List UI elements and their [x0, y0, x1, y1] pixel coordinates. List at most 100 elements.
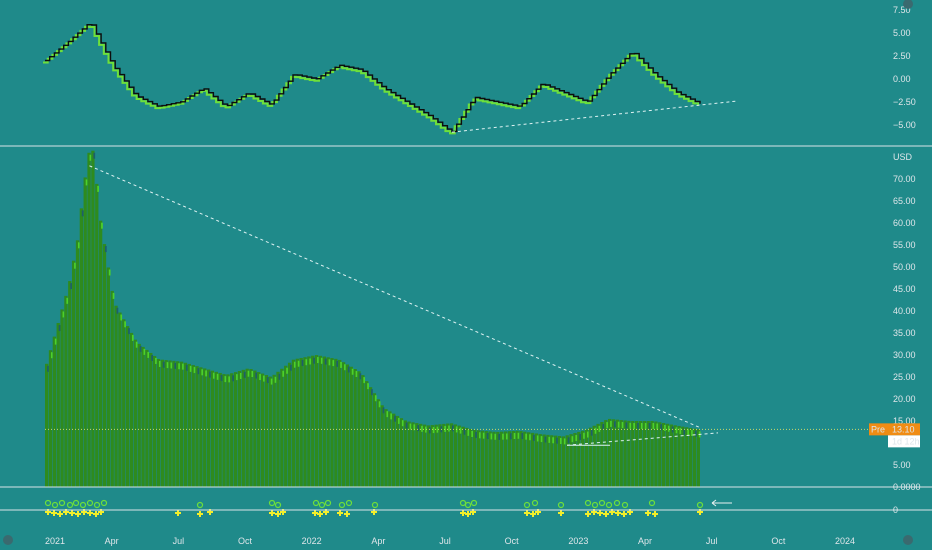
price-bar [334, 358, 338, 487]
price-bar [608, 418, 612, 487]
price-bar-cap [243, 371, 246, 378]
date-tick-label: 2022 [302, 536, 322, 546]
price-bar-cap [324, 358, 327, 365]
price-bar [137, 343, 141, 487]
price-bar-cap [656, 423, 659, 430]
price-bar [403, 420, 407, 487]
price-bar-cap [583, 432, 585, 439]
buy-signal-marker [86, 499, 94, 507]
oscillator-main-line [45, 24, 701, 133]
price-bar-cap [540, 436, 543, 443]
price-bar-cap [131, 334, 134, 341]
buy-signal-marker [100, 499, 108, 507]
price-bar-cap [104, 246, 107, 253]
buy-signal-marker [72, 499, 80, 507]
price-bar [357, 371, 361, 487]
price-bar [361, 375, 365, 487]
price-bar [52, 336, 56, 487]
oscillator-tick-label: 0.00 [893, 74, 911, 84]
price-bar [160, 359, 164, 487]
price-bar [392, 413, 396, 487]
price-bar [399, 418, 404, 487]
auto-scale-icon [903, 535, 913, 545]
price-bar [341, 362, 346, 487]
price-bar [272, 374, 276, 487]
price-bar [407, 421, 411, 487]
price-bar-cap [58, 325, 61, 332]
price-bar-cap [212, 372, 215, 379]
sell-signal-marker [275, 511, 281, 517]
price-bar [326, 357, 330, 487]
price-bar-cap [143, 348, 146, 355]
price-bar-cap [178, 363, 180, 370]
pre-market-tag [869, 423, 888, 436]
price-bar-cap [239, 372, 242, 379]
price-bar [584, 429, 589, 487]
price-bar-cap [382, 407, 385, 414]
oscillator-tick-label: 2.50 [893, 51, 911, 61]
sell-signal-marker [317, 511, 323, 517]
price-bar [268, 376, 272, 487]
price-bar [530, 432, 535, 487]
price-bar [446, 423, 450, 487]
countdown-tag [888, 435, 920, 448]
price-bar [195, 366, 199, 487]
price-bar-cap [282, 370, 285, 377]
price-bar-cap [317, 357, 319, 364]
price-bar [218, 372, 222, 487]
price-bar-cap [209, 371, 211, 378]
price-bar-cap [586, 431, 589, 438]
sell-signal-marker [344, 511, 350, 517]
price-bar-cap [216, 373, 219, 380]
price-bar-cap [309, 358, 312, 365]
price-bar-cap [625, 422, 628, 429]
price-bar [64, 295, 68, 487]
price-bar-cap [247, 370, 250, 377]
price-bar-cap [166, 362, 169, 369]
price-bar [338, 359, 342, 487]
price-bar [542, 434, 546, 487]
countdown-label: 1d 12h [892, 436, 920, 446]
date-tick-label: Apr [371, 536, 385, 546]
sell-signal-marker [269, 510, 275, 516]
price-bar [461, 426, 465, 487]
price-bar-cap [182, 363, 184, 370]
price-bar [519, 431, 523, 487]
price-bar-cap [691, 430, 693, 436]
price-bar [650, 421, 654, 487]
price-bar [515, 430, 519, 487]
price-tick-label: 35.00 [893, 328, 916, 338]
price-bar [592, 425, 596, 487]
price-bar [314, 355, 319, 487]
price-bar [411, 422, 415, 487]
price-bar-cap [421, 425, 423, 432]
price-bar-cap [293, 361, 296, 368]
price-bar-cap [70, 283, 72, 290]
sell-signal-marker [69, 510, 75, 516]
price-bar-cap [694, 430, 697, 437]
marker-tick-label: 0 [893, 505, 898, 515]
price-bar-cap [675, 427, 678, 434]
price-bar-cap [263, 375, 265, 382]
current-price-label: 13.10 [892, 424, 915, 434]
price-bar [233, 372, 238, 487]
price-bar [191, 365, 195, 487]
buy-signal-marker [324, 499, 332, 507]
price-bar [349, 366, 353, 487]
price-bar [264, 375, 269, 487]
price-bar [330, 358, 334, 487]
price-bar-cap [444, 425, 447, 432]
price-tick-label: 45.00 [893, 284, 916, 294]
price-bar-cap [459, 427, 462, 434]
buy-signal-marker [613, 499, 621, 507]
price-bar-cap [97, 185, 99, 192]
price-bar-cap [463, 428, 466, 435]
price-bar-cap [85, 179, 88, 186]
buy-signal-marker [338, 501, 346, 509]
price-bar [507, 431, 512, 487]
price-bar [98, 220, 103, 487]
price-bar [511, 430, 515, 487]
price-bar [210, 370, 215, 487]
price-bar [176, 361, 180, 487]
